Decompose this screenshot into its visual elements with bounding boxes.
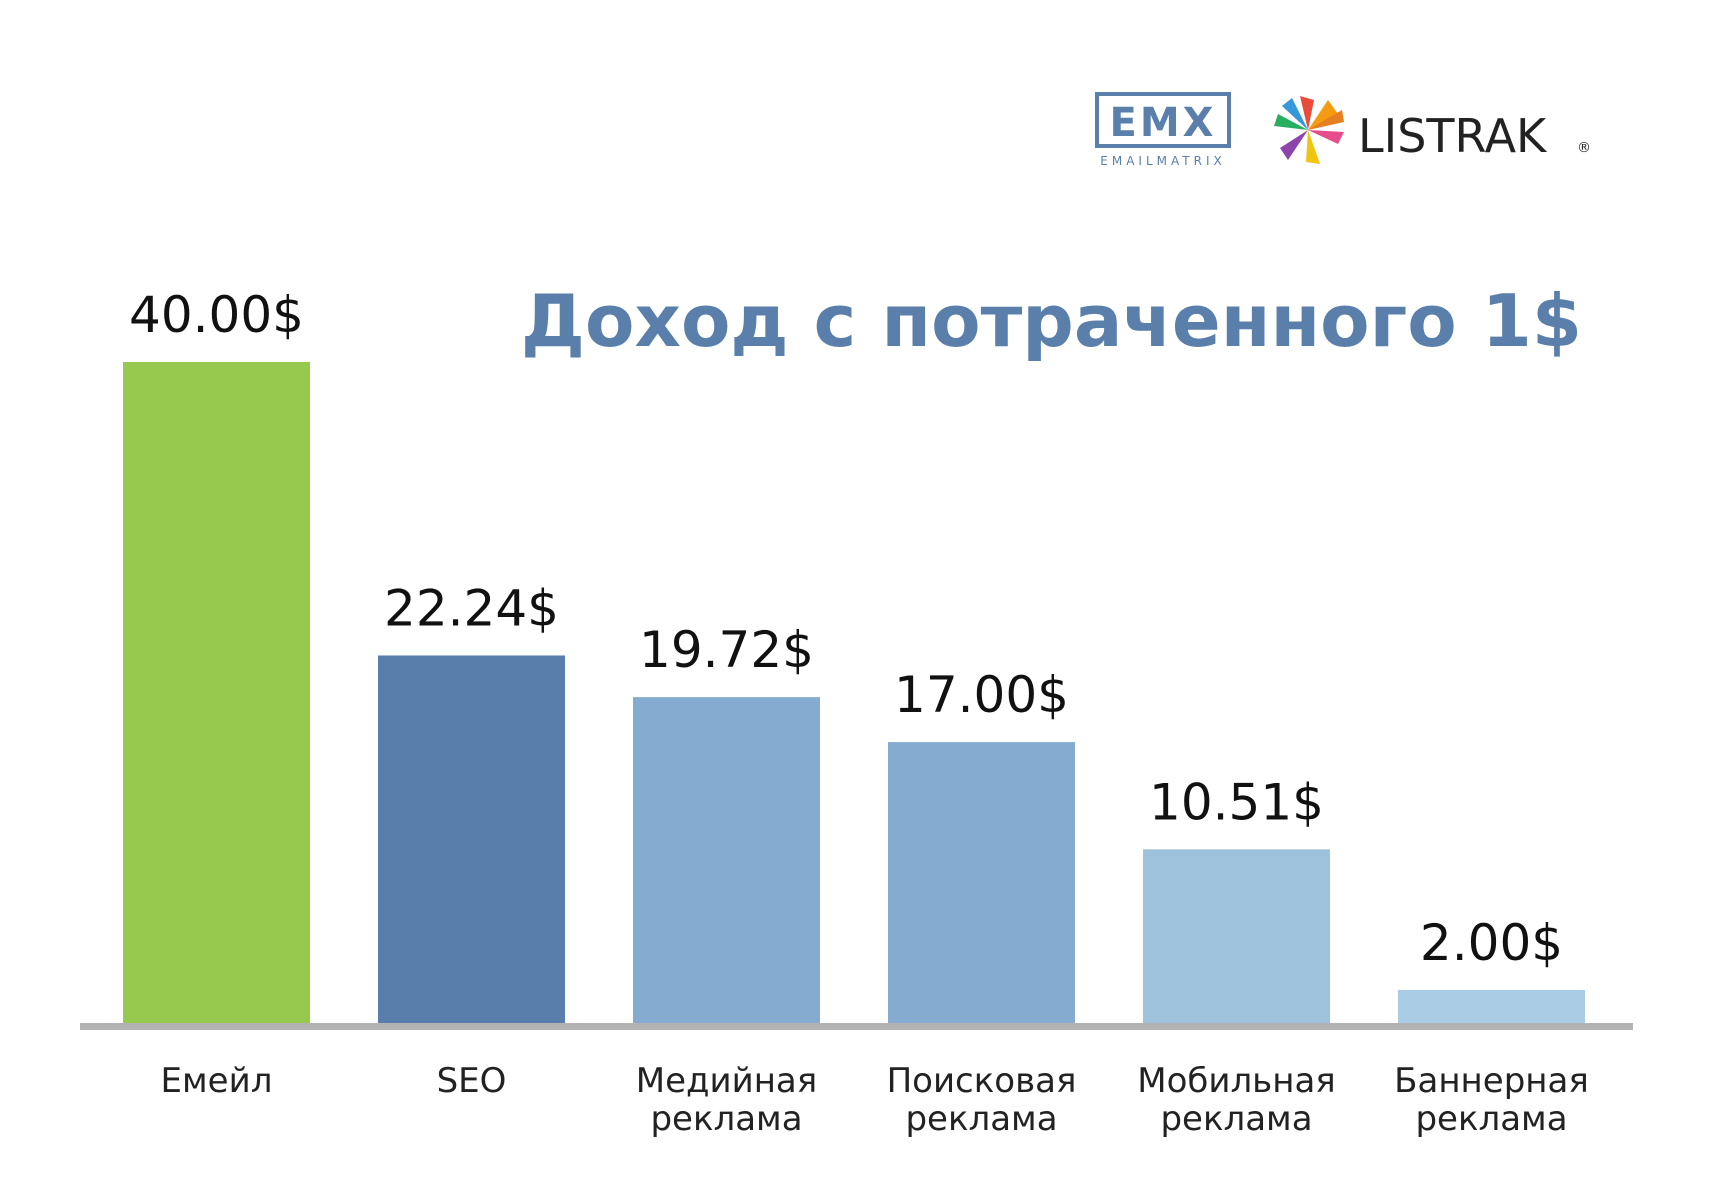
bars-group (123, 362, 1585, 1023)
listrak-registered-mark: ® (1577, 140, 1591, 156)
category-label-4: Мобильная реклама (1137, 1061, 1336, 1139)
value-labels-group: 40.00$ 22.24$ 19.72$ 17.00$ 10.51$ 2.00$ (129, 286, 1563, 972)
value-label-0: 40.00$ (129, 286, 304, 344)
bar-2 (633, 697, 820, 1023)
chart-baseline (80, 1023, 1633, 1030)
bar-0 (123, 362, 310, 1023)
bar-3 (888, 742, 1075, 1023)
value-label-4: 10.51$ (1149, 773, 1324, 831)
listrak-logo-name: LISTRAK (1358, 109, 1548, 163)
value-label-1: 22.24$ (384, 579, 559, 637)
bar-4 (1143, 849, 1330, 1023)
emx-logo-mark: EMX (1110, 100, 1217, 146)
chart-title: Доход с потраченного 1$ (521, 279, 1582, 363)
value-label-2: 19.72$ (639, 621, 814, 679)
emx-logo: EMX EMAILMATRIX (1095, 92, 1231, 168)
category-labels-group: Емейл SEO Медийная реклама Поисковая реклама М… (161, 1061, 1589, 1139)
emx-logo-subtitle: EMAILMATRIX (1100, 154, 1225, 168)
listrak-star-icon (1274, 96, 1344, 164)
category-label-3: Поисковая реклама (887, 1061, 1077, 1139)
value-label-5: 2.00$ (1420, 914, 1563, 972)
category-label-1: SEO (437, 1061, 507, 1101)
category-label-5: Баннерная реклама (1394, 1061, 1589, 1139)
category-label-0: Емейл (161, 1061, 273, 1101)
bar-1 (378, 655, 565, 1023)
category-label-2: Медийная реклама (636, 1061, 817, 1139)
value-label-3: 17.00$ (894, 666, 1069, 724)
bar-5 (1398, 989, 1585, 1023)
listrak-logo: LISTRAK ® (1274, 96, 1591, 164)
